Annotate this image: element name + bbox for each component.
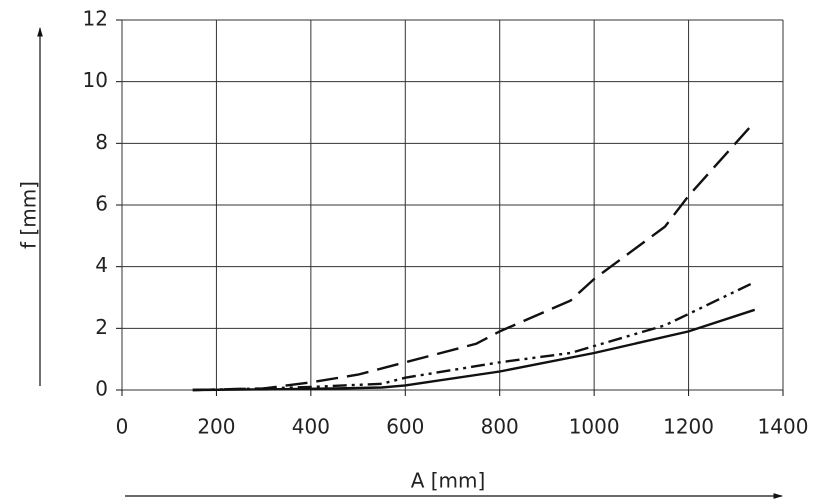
y-axis-label: f [mm] [17, 181, 41, 249]
y-tick-label: 10 [83, 68, 108, 92]
series-line [192, 308, 756, 392]
x-tick-label: 400 [292, 415, 330, 439]
x-tick-label: 1400 [758, 415, 809, 439]
y-tick-label: 4 [95, 253, 108, 277]
y-tick-label: 12 [83, 7, 108, 31]
x-tick-label: 1000 [569, 415, 620, 439]
x-tick-label: 800 [481, 415, 519, 439]
x-tick-label: 200 [197, 415, 235, 439]
y-tick-label: 8 [95, 130, 108, 154]
x-tick-label: 1200 [663, 415, 714, 439]
series-line [192, 121, 756, 392]
x-tick-label: 0 [116, 415, 129, 439]
y-tick-label: 0 [95, 377, 108, 401]
y-tick-label: 6 [95, 192, 108, 216]
x-axis-label: A [mm] [411, 469, 486, 493]
x-tick-label: 600 [386, 415, 424, 439]
series-line [192, 281, 756, 392]
y-tick-label: 2 [95, 315, 108, 339]
